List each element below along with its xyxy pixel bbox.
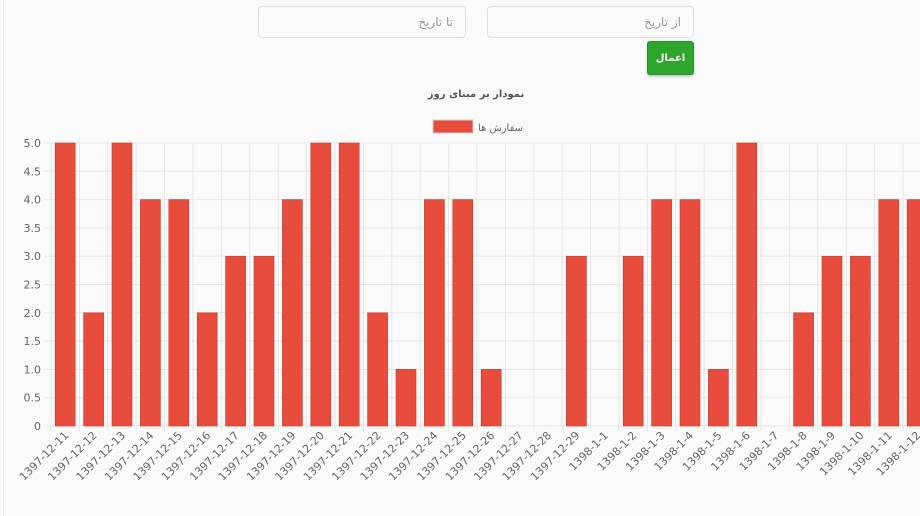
bar bbox=[736, 142, 758, 427]
bar bbox=[424, 199, 445, 427]
to-date-input[interactable] bbox=[258, 6, 466, 38]
y-tick-label: 1.0 bbox=[24, 363, 42, 376]
y-tick-label: 0 bbox=[34, 420, 41, 433]
bar bbox=[196, 312, 218, 427]
y-tick-label: 2.5 bbox=[24, 279, 42, 292]
bar bbox=[395, 369, 417, 427]
bar bbox=[480, 369, 502, 427]
y-tick-label: 5.0 bbox=[24, 137, 42, 150]
y-tick-label: 4.5 bbox=[24, 165, 42, 178]
bar bbox=[282, 199, 303, 427]
bar bbox=[679, 199, 701, 427]
bar bbox=[253, 255, 275, 427]
bar bbox=[850, 255, 871, 427]
y-tick-label: 3.0 bbox=[24, 250, 42, 263]
bar bbox=[225, 255, 246, 427]
bar bbox=[54, 142, 76, 427]
x-axis: 1397-12-111397-12-121397-12-131397-12-14… bbox=[17, 429, 920, 483]
y-tick-label: 4.0 bbox=[24, 194, 42, 207]
bar bbox=[566, 255, 587, 427]
bar bbox=[793, 312, 814, 427]
bar bbox=[452, 199, 474, 427]
y-tick-label: 2.0 bbox=[24, 307, 42, 320]
y-axis: 0 0.5 1.0 1.5 2.0 2.5 3.0 3.5 4.0 4.5 5.0 bbox=[24, 137, 42, 433]
bar bbox=[651, 199, 672, 427]
bar bbox=[821, 255, 843, 427]
y-tick-label: 0.5 bbox=[24, 392, 42, 405]
bar bbox=[140, 199, 161, 427]
bar bbox=[906, 199, 920, 427]
bar bbox=[168, 199, 190, 427]
legend-swatch bbox=[432, 119, 474, 134]
from-date-input[interactable] bbox=[487, 6, 694, 38]
bar bbox=[111, 142, 133, 427]
y-tick-label: 1.5 bbox=[24, 335, 42, 348]
bars bbox=[54, 142, 920, 427]
chart-title: نمودار بر مبنای روز bbox=[427, 89, 524, 100]
bar bbox=[708, 369, 729, 427]
bar bbox=[367, 312, 388, 427]
legend-label: سفارش ها bbox=[478, 123, 523, 134]
bar bbox=[310, 142, 332, 427]
apply-button[interactable]: اعمال bbox=[647, 41, 694, 75]
chart-legend: سفارش ها bbox=[432, 119, 523, 134]
bar bbox=[622, 255, 644, 427]
y-tick-label: 3.5 bbox=[24, 222, 42, 235]
bar bbox=[878, 199, 900, 427]
bar bbox=[83, 312, 104, 427]
bar bbox=[338, 142, 360, 427]
grid bbox=[44, 142, 920, 431]
